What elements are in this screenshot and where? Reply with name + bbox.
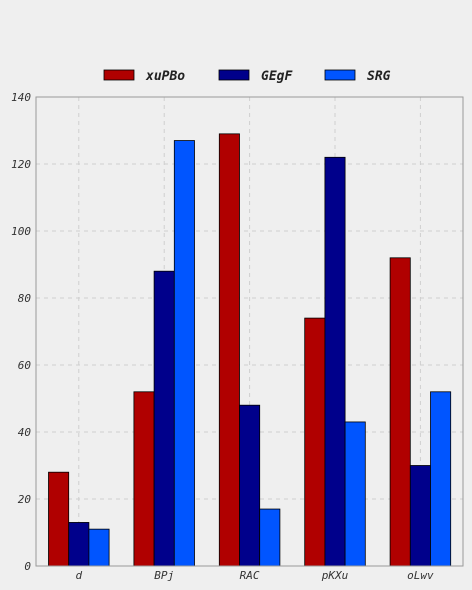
y-tick-label: 120 (11, 158, 31, 171)
y-tick-label: 60 (18, 359, 32, 372)
bar-SRG-pKXu (344, 421, 366, 567)
bar-GEgF-pKXu (324, 156, 346, 567)
bar-xuPBo-RAC (218, 133, 240, 567)
x-tick-label: d (75, 569, 82, 582)
legend-label: xuPBo (145, 69, 185, 84)
x-axis-ticks: d BPj RAC pKXu oLwv (75, 569, 434, 582)
bar-GEgF-BPj (153, 270, 175, 567)
x-tick-label: BPj (154, 569, 174, 582)
bars (48, 133, 452, 567)
bar-SRG-BPj (173, 140, 195, 567)
legend-label: GEgF (261, 69, 293, 84)
bar-xuPBo-pKXu (304, 317, 326, 567)
y-tick-label: 100 (11, 225, 31, 238)
bar-GEgF-d (68, 522, 90, 567)
bar-SRG-d (88, 528, 110, 567)
plot-frame (35, 96, 464, 567)
y-tick-label: 80 (18, 292, 32, 305)
bar-SRG-oLwv (430, 391, 452, 567)
x-tick-label: oLwv (407, 569, 434, 582)
y-tick-label: 0 (24, 560, 31, 573)
bar-xuPBo-BPj (133, 391, 155, 567)
y-tick-label: 140 (11, 91, 31, 104)
x-tick-label: RAC (240, 569, 260, 582)
legend-label: SRG (367, 69, 391, 84)
y-axis-ticks: 0 20 40 60 80 100 120 140 (11, 91, 31, 573)
y-tick-label: 40 (18, 426, 32, 439)
legend-swatch-GEgF (218, 69, 250, 81)
bar-xuPBo-d (48, 471, 70, 567)
bar-SRG-RAC (259, 508, 281, 567)
legend: xuPBo GEgF SRG (103, 69, 391, 84)
bar-GEgF-RAC (239, 404, 261, 567)
y-tick-label: 20 (18, 493, 32, 506)
bar-xuPBo-oLwv (389, 257, 411, 567)
legend-swatch-xuPBo (103, 69, 135, 81)
legend-swatch-SRG (324, 69, 356, 81)
x-tick-label: pKXu (321, 569, 349, 582)
bar-GEgF-oLwv (409, 465, 431, 567)
